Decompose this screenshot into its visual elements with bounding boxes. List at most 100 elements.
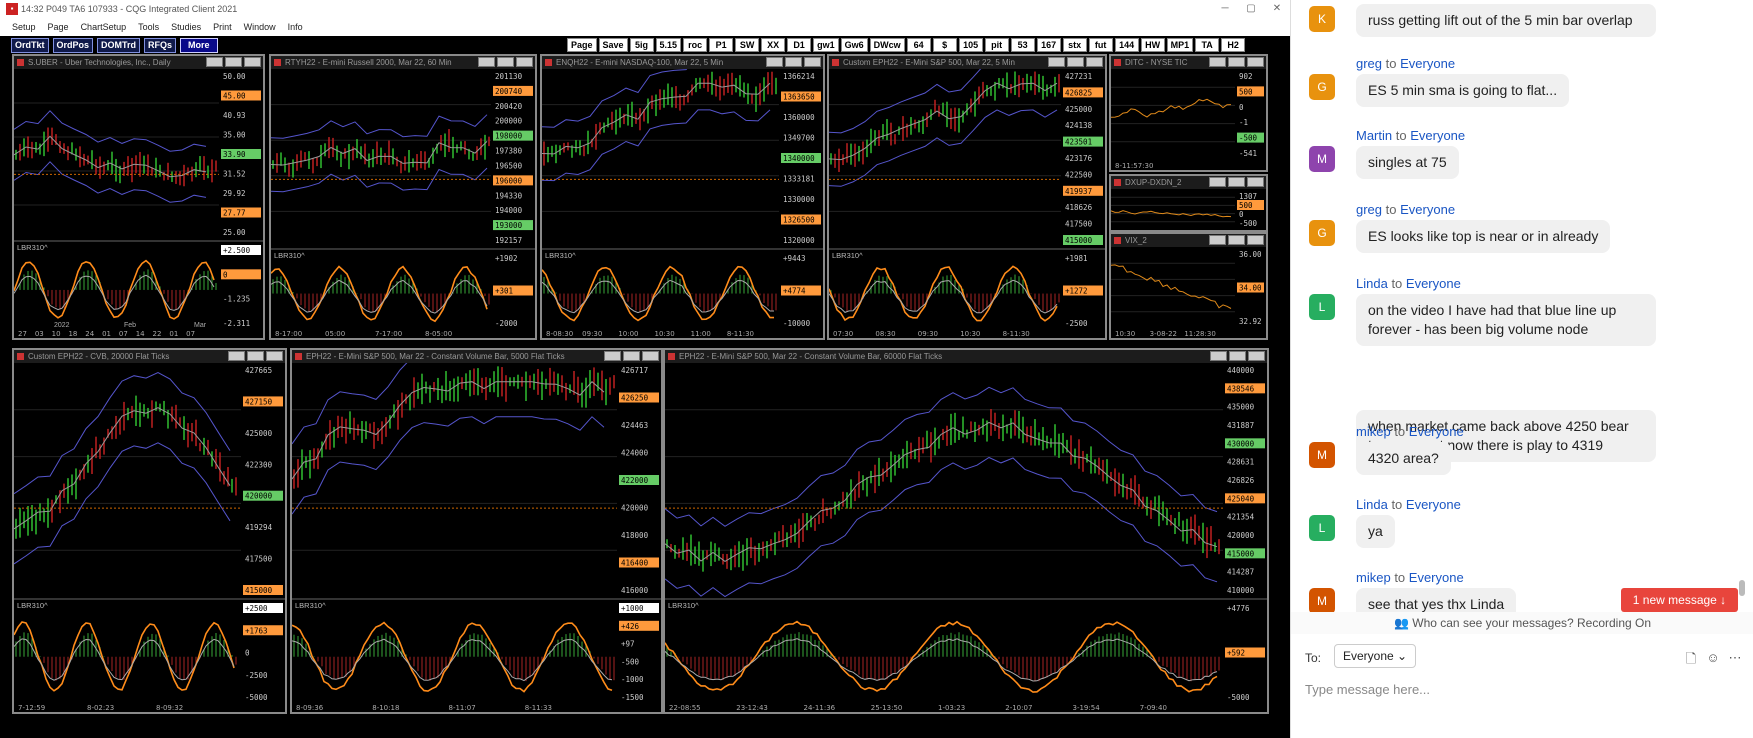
toolbar-btn-13[interactable]: $ — [932, 38, 957, 52]
toolbar-btn-17[interactable]: 167 — [1036, 38, 1061, 52]
chart-maximize-button[interactable] — [1228, 57, 1245, 67]
toolbar-btn-3[interactable]: 5.15 — [655, 38, 682, 52]
chart-close-button[interactable] — [516, 57, 533, 67]
chart-canvas[interactable]: 1366214 1363650 1360000 1349700 1340000 13331… — [542, 69, 823, 338]
toolbar-btn-16[interactable]: 53 — [1010, 38, 1035, 52]
chart-minimize-button[interactable] — [1209, 235, 1226, 245]
recipient-name[interactable]: Everyone — [1405, 276, 1461, 291]
chart-window-dxup[interactable]: DXUP-DXDN_2 1307 500 0 -500 — [1109, 174, 1268, 232]
chart-minimize-button[interactable] — [206, 57, 223, 67]
chart-window-vix[interactable]: VIX_2 36.00 34.00 32.92 10:30 3-08-22 11:28:30 — [1109, 232, 1268, 340]
file-icon[interactable]: 🗋 — [1685, 651, 1697, 666]
more-icon[interactable]: ⋯ — [1728, 650, 1742, 665]
chart-canvas[interactable]: 201130 200740 200420 200000 198000 197380 1965… — [271, 69, 535, 338]
chart-maximize-button[interactable] — [785, 57, 802, 67]
sender-name[interactable]: greg — [1356, 56, 1383, 71]
chart-minimize-button[interactable] — [228, 351, 245, 361]
toolbar-btn-12[interactable]: 64 — [906, 38, 931, 52]
chart-close-button[interactable] — [804, 57, 821, 67]
toolbar-btn-1[interactable]: Save — [598, 38, 628, 52]
sender-name[interactable]: mikep — [1356, 424, 1391, 439]
toolbar-btn-18[interactable]: stx — [1062, 38, 1087, 52]
chart-maximize-button[interactable] — [623, 351, 640, 361]
chart-maximize-button[interactable] — [497, 57, 514, 67]
toolbar-btn-ordtkt[interactable]: OrdTkt — [11, 38, 49, 53]
menu-item-setup[interactable]: Setup — [12, 21, 36, 32]
toolbar-btn-5[interactable]: P1 — [709, 38, 734, 52]
toolbar-btn-22[interactable]: MP1 — [1166, 38, 1194, 52]
chat-scrollbar[interactable] — [1739, 580, 1745, 596]
chart-canvas[interactable]: 440000 438546 435000 431887 430000 428631 4268… — [665, 363, 1267, 712]
visibility-notice[interactable]: 👥 Who can see your messages? Recording O… — [1291, 612, 1753, 634]
toolbar-btn-rfqs[interactable]: RFQs — [144, 38, 177, 53]
menu-item-page[interactable]: Page — [47, 21, 69, 32]
chart-close-button[interactable] — [1247, 235, 1264, 245]
menu-item-info[interactable]: Info — [287, 21, 303, 32]
maximize-button[interactable]: ▢ — [1246, 3, 1256, 14]
chart-maximize-button[interactable] — [1228, 235, 1245, 245]
menu-item-chartsetup[interactable]: ChartSetup — [80, 21, 127, 32]
toolbar-btn-11[interactable]: DWcw — [869, 38, 905, 52]
toolbar-btn-6[interactable]: SW — [735, 38, 760, 52]
toolbar-btn-4[interactable]: roc — [683, 38, 708, 52]
toolbar-btn-24[interactable]: H2 — [1221, 38, 1246, 52]
chart-minimize-button[interactable] — [1209, 177, 1226, 187]
toolbar-btn-23[interactable]: TA — [1195, 38, 1220, 52]
recipient-dropdown[interactable]: Everyone ⌄ — [1334, 644, 1417, 668]
chart-canvas[interactable]: 427665 427150 425000 422300 420000 419294 4175… — [14, 363, 285, 712]
recipient-name[interactable]: Everyone — [1405, 497, 1461, 512]
menu-item-window[interactable]: Window — [243, 21, 276, 32]
sender-name[interactable]: greg — [1356, 202, 1383, 217]
minimize-button[interactable]: ─ — [1221, 3, 1229, 14]
sender-name[interactable]: mikep — [1356, 570, 1391, 585]
chart-window-uber[interactable]: S.UBER - Uber Technologies, Inc., Daily 5… — [12, 54, 265, 340]
sender-name[interactable]: Martin — [1356, 128, 1393, 143]
recipient-name[interactable]: Everyone — [1400, 56, 1456, 71]
toolbar-btn-0[interactable]: Page — [567, 38, 597, 52]
chart-window-ditc[interactable]: DITC - NYSE TIC 902 500 0 -1 -500 -541 8-11:57:… — [1109, 54, 1268, 172]
chart-close-button[interactable] — [642, 351, 659, 361]
chart-close-button[interactable] — [1248, 351, 1265, 361]
chart-canvas[interactable]: 36.00 34.00 32.92 10:30 3-08-22 11:28:30 — [1111, 247, 1266, 338]
toolbar-btn-19[interactable]: fut — [1088, 38, 1113, 52]
toolbar-btn-8[interactable]: D1 — [787, 38, 812, 52]
chart-canvas[interactable]: 427231 426825 425000 424138 423501 423176 4225… — [829, 69, 1105, 338]
chart-window-cvb60[interactable]: EPH22 - E-Mini S&P 500, Mar 22 - Constan… — [663, 348, 1269, 714]
emoji-icon[interactable]: ☺ — [1706, 650, 1720, 665]
chart-close-button[interactable] — [1247, 177, 1264, 187]
recipient-name[interactable]: Everyone — [1408, 424, 1464, 439]
chart-minimize-button[interactable] — [478, 57, 495, 67]
chart-maximize-button[interactable] — [1229, 351, 1246, 361]
chart-maximize-button[interactable] — [1067, 57, 1084, 67]
toolbar-btn-7[interactable]: XX — [761, 38, 786, 52]
recipient-name[interactable]: Everyone — [1408, 570, 1464, 585]
chart-maximize-button[interactable] — [247, 351, 264, 361]
chart-window-rty[interactable]: RTYH22 - E-mini Russell 2000, Mar 22, 60… — [269, 54, 537, 340]
toolbar-btn-9[interactable]: gw1 — [813, 38, 839, 52]
menu-item-print[interactable]: Print — [213, 21, 232, 32]
chart-minimize-button[interactable] — [766, 57, 783, 67]
toolbar-btn-domtrd[interactable]: DOMTrd — [97, 38, 141, 53]
sender-name[interactable]: Linda — [1356, 497, 1388, 512]
chart-window-cvb5[interactable]: EPH22 - E-Mini S&P 500, Mar 22 - Constan… — [290, 348, 663, 714]
toolbar-btn-15[interactable]: pit — [984, 38, 1009, 52]
toolbar-btn-10[interactable]: Gw6 — [840, 38, 868, 52]
message-input[interactable] — [1305, 678, 1735, 700]
chart-canvas[interactable]: 50.00 45.00 40.93 35.00 33.90 31.52 29.92 27.77… — [14, 69, 263, 338]
chart-minimize-button[interactable] — [1210, 351, 1227, 361]
chart-close-button[interactable] — [1086, 57, 1103, 67]
close-button[interactable]: ✕ — [1272, 3, 1282, 14]
chart-close-button[interactable] — [1247, 57, 1264, 67]
recipient-name[interactable]: Everyone — [1400, 202, 1456, 217]
toolbar-btn-more[interactable]: More — [180, 38, 218, 53]
toolbar-btn-14[interactable]: 105 — [958, 38, 983, 52]
chart-window-enq[interactable]: ENQH22 - E-mini NASDAQ-100, Mar 22, 5 Mi… — [540, 54, 825, 340]
new-message-button[interactable]: 1 new message ↓ — [1621, 588, 1738, 612]
toolbar-btn-2[interactable]: 5ig — [629, 38, 654, 52]
toolbar-btn-ordpos[interactable]: OrdPos — [52, 38, 94, 53]
chart-minimize-button[interactable] — [1048, 57, 1065, 67]
chart-close-button[interactable] — [266, 351, 283, 361]
chart-minimize-button[interactable] — [604, 351, 621, 361]
